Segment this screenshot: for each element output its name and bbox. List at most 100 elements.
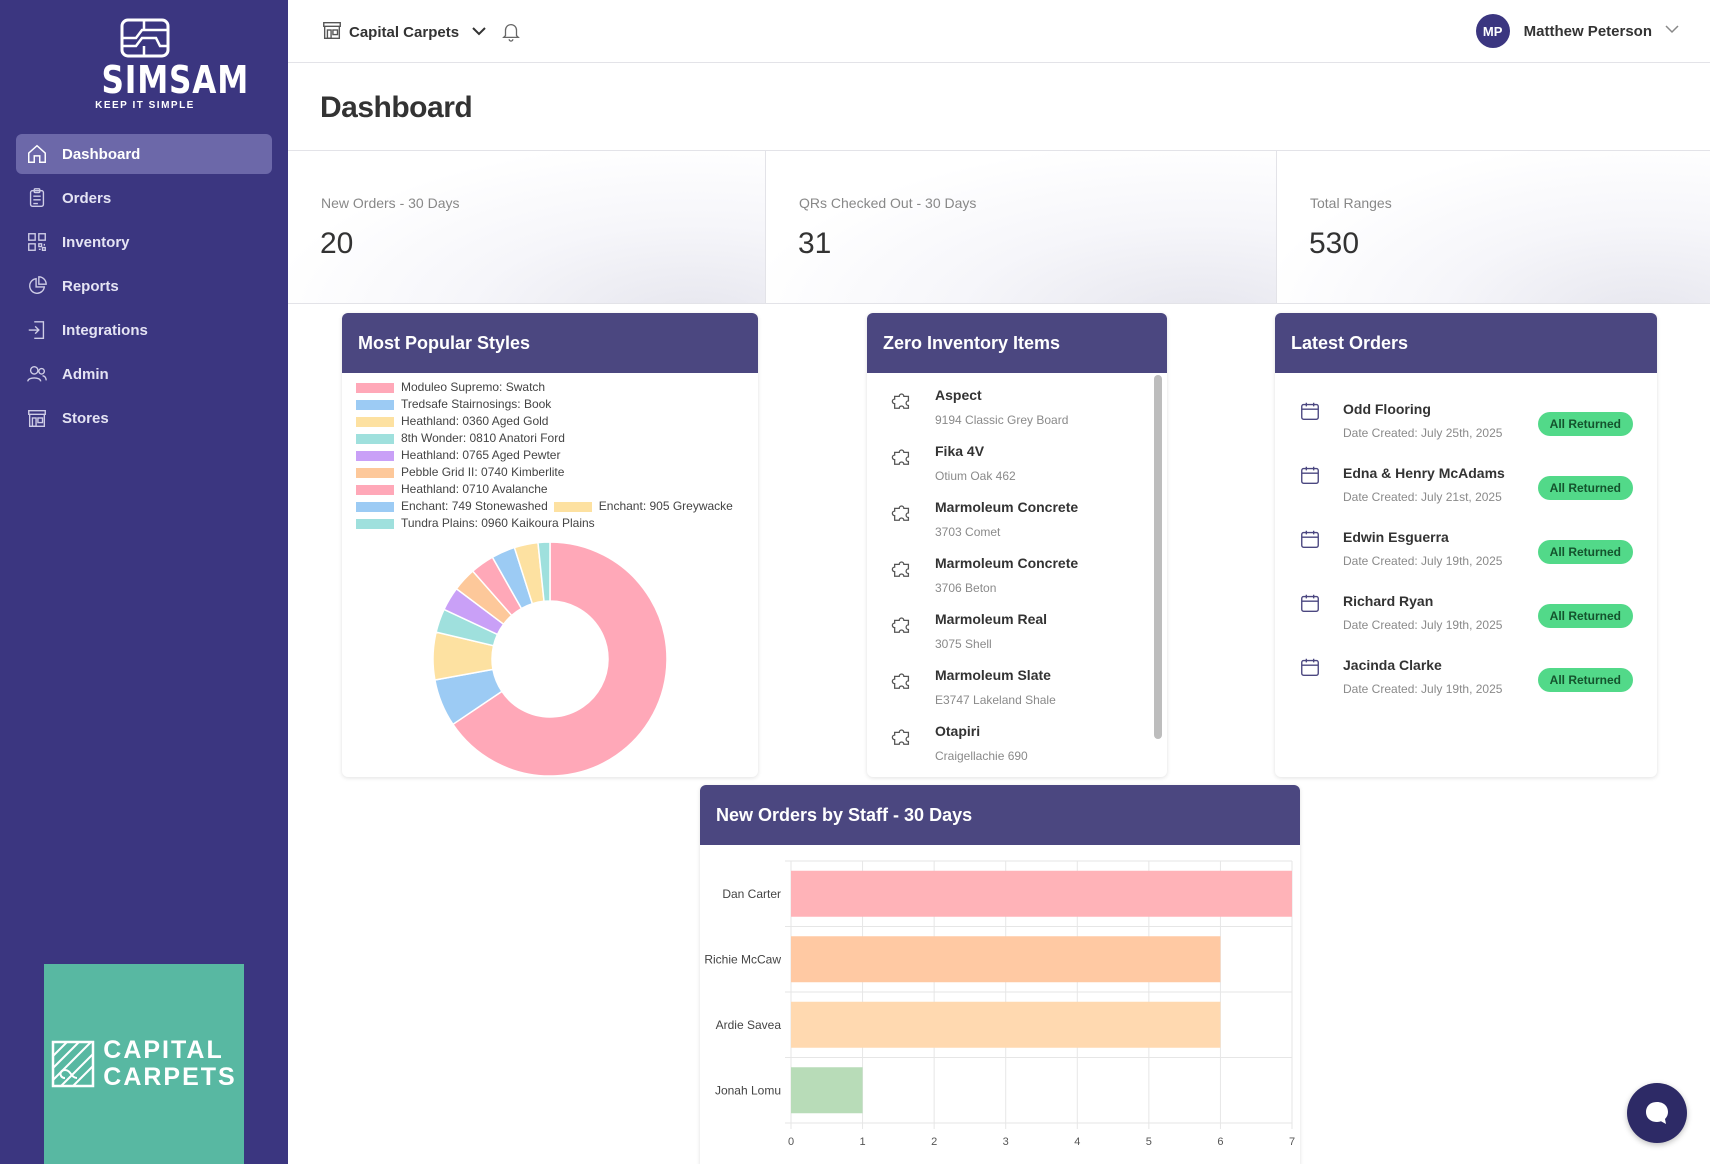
list-item[interactable]: Edna & Henry McAdams Date Created: July … [1275, 455, 1657, 519]
zero-inventory-list[interactable]: Aspect 9194 Classic Grey Board Fika 4V O… [867, 373, 1152, 777]
x-tick-label: 7 [1289, 1136, 1295, 1148]
brand-tagline: KEEP IT SIMPLE [95, 100, 195, 111]
store-icon [26, 407, 48, 429]
chat-bubble-icon [1646, 1102, 1668, 1124]
item-variant: E3747 Lakeland Shale [935, 693, 1056, 707]
zero-inventory-card: Zero Inventory Items Aspect 9194 Classic… [867, 313, 1167, 777]
bar[interactable] [791, 936, 1221, 983]
bell-icon[interactable] [500, 19, 522, 48]
calendar-icon [1299, 592, 1321, 619]
legend-item[interactable]: 8th Wonder: 0810 Anatori Ford [356, 430, 739, 447]
item-name: Aspect [935, 387, 982, 403]
legend-item[interactable]: Enchant: 905 Greywacke [553, 498, 733, 515]
legend-label: Heathland: 0360 Aged Gold [401, 414, 549, 428]
list-item[interactable]: Marmoleum Slate E3747 Lakeland Shale [867, 653, 1152, 709]
stat-value: 31 [798, 227, 832, 260]
calendar-icon [1299, 464, 1321, 491]
simsam-logo[interactable]: SIMSAM KEEP IT SIMPLE [92, 18, 248, 111]
sidebar-item-integrations[interactable]: Integrations [16, 310, 272, 350]
donut-slice[interactable] [451, 541, 668, 777]
item-name: Marmoleum Concrete [935, 555, 1079, 571]
status-badge[interactable]: All Returned [1537, 476, 1633, 500]
qr-code-icon [26, 231, 48, 253]
list-item[interactable]: Otapiri Craigellachie 690 [867, 709, 1152, 765]
bar[interactable] [791, 1067, 863, 1114]
legend-label: Heathland: 0765 Aged Pewter [401, 448, 561, 462]
list-item[interactable]: Jacinda Clarke Date Created: July 19th, … [1275, 647, 1657, 711]
puzzle-icon [891, 389, 913, 416]
store-logo: CAPITAL CARPETS [44, 964, 244, 1164]
chat-button[interactable] [1627, 1083, 1687, 1143]
x-tick-label: 6 [1217, 1136, 1223, 1148]
x-tick-label: 4 [1074, 1136, 1080, 1148]
legend-item[interactable]: Pebble Grid II: 0740 Kimberlite [356, 464, 739, 481]
stat-total-ranges: Total Ranges 530 [1277, 151, 1710, 303]
legend-label: Moduleo Supremo: Swatch [401, 380, 546, 394]
puzzle-icon [891, 613, 913, 640]
order-name: Edwin Esguerra [1343, 529, 1449, 545]
bar-chart: 0 1 2 3 4 5 6 7 Dan Carter Richie McCaw Ardie Save… [704, 860, 1295, 1148]
sidebar-item-admin[interactable]: Admin [16, 354, 272, 394]
stat-value: 530 [1309, 227, 1360, 260]
legend-item[interactable]: Heathland: 0710 Avalanche [356, 481, 739, 498]
stat-label: QRs Checked Out - 30 Days [799, 195, 977, 211]
list-item[interactable]: Marmoleum Real 3075 Shell [867, 597, 1152, 653]
sim-card-icon [120, 18, 170, 58]
list-item[interactable]: Richard Ryan Date Created: July 19th, 20… [1275, 583, 1657, 647]
sidebar-item-label: Orders [62, 189, 112, 207]
order-date: Date Created: July 19th, 2025 [1343, 554, 1503, 568]
chart-legend: Moduleo Supremo: Swatch Tredsafe Stairno… [356, 379, 739, 532]
bar[interactable] [791, 1001, 1221, 1048]
sidebar-item-reports[interactable]: Reports [16, 266, 272, 306]
x-tick-label: 5 [1146, 1136, 1152, 1148]
store-selector[interactable]: Capital Carpets [321, 19, 487, 45]
legend-item[interactable]: Heathland: 0765 Aged Pewter [356, 447, 739, 464]
item-name: Marmoleum Real [935, 611, 1048, 627]
item-variant: Craigellachie 690 [935, 749, 1028, 763]
scrollbar[interactable] [1154, 375, 1162, 739]
card-title: Zero Inventory Items [867, 313, 1167, 373]
list-item[interactable]: Odd Flooring Date Created: July 25th, 20… [1275, 391, 1657, 455]
legend-item[interactable]: Tundra Plains: 0960 Kaikoura Plains [356, 515, 739, 532]
sidebar-item-inventory[interactable]: Inventory [16, 222, 272, 262]
sidebar-item-orders[interactable]: Orders [16, 178, 272, 218]
user-menu[interactable]: MP Matthew Peterson [1475, 14, 1680, 48]
latest-orders-list: Odd Flooring Date Created: July 25th, 20… [1275, 391, 1657, 711]
list-item[interactable]: Marmoleum Concrete 3703 Comet [867, 485, 1152, 541]
donut-chart [432, 541, 668, 777]
donut-slice[interactable] [537, 541, 551, 603]
x-tick-label: 3 [1003, 1136, 1009, 1148]
legend-item[interactable]: Tredsafe Stairnosings: Book [356, 396, 739, 413]
order-date: Date Created: July 19th, 2025 [1343, 618, 1503, 632]
sidebar-item-dashboard[interactable]: Dashboard [16, 134, 272, 174]
clipboard-icon [26, 187, 48, 209]
sidebar-item-label: Inventory [62, 233, 130, 251]
stat-value: 20 [320, 227, 354, 260]
list-item[interactable]: Edwin Esguerra Date Created: July 19th, … [1275, 519, 1657, 583]
sidebar-item-label: Dashboard [62, 145, 141, 163]
legend-label: Pebble Grid II: 0740 Kimberlite [401, 465, 565, 479]
page-header: Dashboard [288, 63, 1710, 151]
status-badge[interactable]: All Returned [1537, 604, 1633, 628]
bar[interactable] [791, 870, 1292, 917]
stat-new-orders: New Orders - 30 Days 20 [288, 151, 766, 303]
order-name: Richard Ryan [1343, 593, 1434, 609]
status-badge[interactable]: All Returned [1537, 668, 1633, 692]
legend-item[interactable]: Enchant: 749 Stonewashed [356, 498, 548, 515]
sidebar-item-stores[interactable]: Stores [16, 398, 272, 438]
legend-item[interactable]: Heathland: 0360 Aged Gold [356, 413, 739, 430]
list-item[interactable]: Marmoleum Concrete 3706 Beton [867, 541, 1152, 597]
sidebar: SIMSAM KEEP IT SIMPLE Dashboard Orders I… [0, 0, 288, 1164]
order-date: Date Created: July 25th, 2025 [1343, 426, 1503, 440]
list-item[interactable]: Fika 4V Otium Oak 462 [867, 429, 1152, 485]
legend-item[interactable]: Moduleo Supremo: Swatch [356, 379, 739, 396]
calendar-icon [1299, 528, 1321, 555]
item-variant: Otium Oak 462 [935, 469, 1016, 483]
sidebar-nav: Dashboard Orders Inventory Reports Integ… [16, 134, 272, 442]
list-item[interactable]: Aspect 9194 Classic Grey Board [867, 373, 1152, 429]
order-date: Date Created: July 21st, 2025 [1343, 490, 1502, 504]
sidebar-item-label: Reports [62, 277, 119, 295]
store-selector-label: Capital Carpets [349, 23, 460, 41]
status-badge[interactable]: All Returned [1537, 412, 1633, 436]
status-badge[interactable]: All Returned [1537, 540, 1633, 564]
